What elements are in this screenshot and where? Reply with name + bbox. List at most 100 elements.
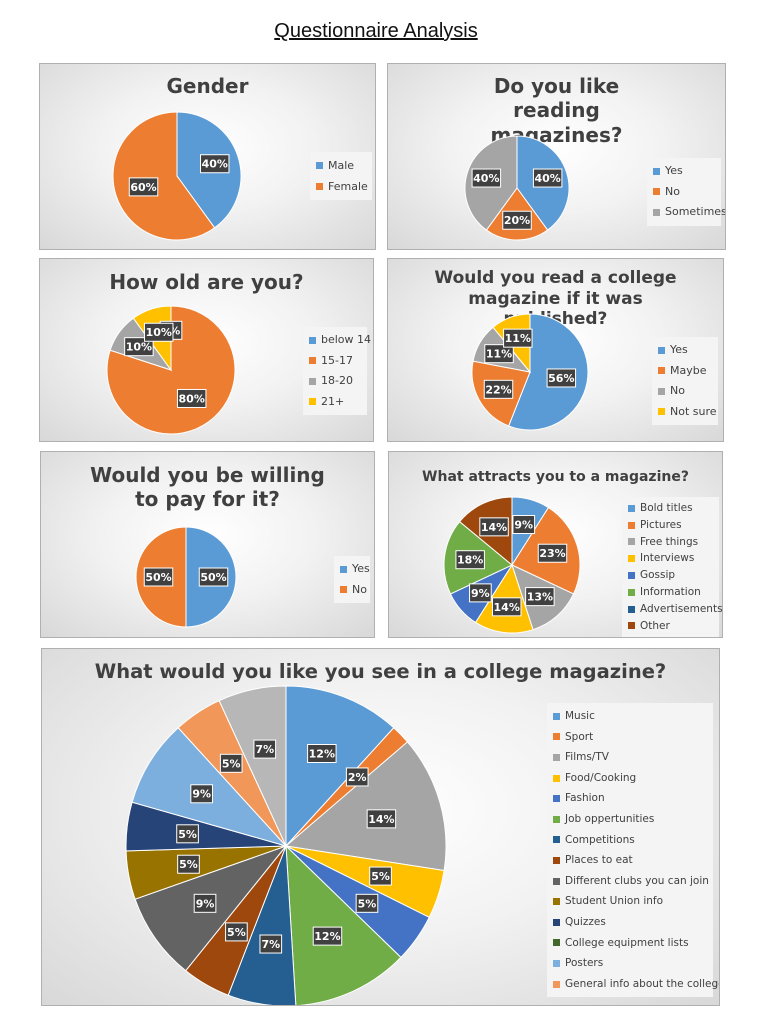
legend-item-information: Information bbox=[628, 584, 713, 601]
age-legend: below 14 15-17 18-20 21+ bbox=[303, 327, 371, 415]
gender-legend: Male Female bbox=[310, 152, 372, 200]
pie-slice-female bbox=[112, 111, 216, 241]
svg-text:12%: 12% bbox=[314, 930, 340, 943]
legend-swatch bbox=[658, 408, 665, 416]
legend-swatch bbox=[316, 162, 323, 169]
svg-text:60%: 60% bbox=[130, 181, 156, 194]
data-label-maybe: 22% bbox=[483, 379, 514, 399]
legend-swatch bbox=[628, 504, 635, 512]
legend-item-18-20: 18-20 bbox=[309, 371, 361, 392]
see-chart: What would you like you see in a college… bbox=[41, 648, 720, 1006]
svg-text:9%: 9% bbox=[196, 897, 215, 910]
svg-text:7%: 7% bbox=[261, 938, 280, 951]
legend-swatch bbox=[628, 555, 635, 563]
legend-item-gossip: Gossip bbox=[628, 567, 713, 584]
legend-label: College equipment lists bbox=[565, 936, 689, 949]
see-pie: 12% 2% 14% 5% 5% 12% 7% 5% 9% 5% 5% 9% 5% 7% bbox=[125, 685, 447, 1005]
legend-swatch bbox=[628, 538, 635, 546]
legend-item-different-clubs-you-can-join: Different clubs you can join bbox=[553, 871, 709, 892]
legend-label: 18-20 bbox=[321, 374, 353, 387]
data-label-places-to-eat: 5% bbox=[225, 922, 248, 942]
legend-item-quizzes: Quizzes bbox=[553, 912, 707, 933]
pie-slice-undefined bbox=[218, 685, 287, 847]
legend-swatch bbox=[653, 188, 660, 196]
legend-swatch bbox=[553, 815, 560, 823]
legend-label: Maybe bbox=[670, 363, 707, 377]
legend-swatch bbox=[628, 605, 635, 613]
legend-swatch bbox=[553, 733, 560, 741]
svg-text:40%: 40% bbox=[202, 158, 228, 171]
legend-item-food-cooking: Food/Cooking bbox=[553, 768, 707, 789]
data-label-not-sure: 11% bbox=[503, 328, 533, 348]
data-label-food-cooking: 5% bbox=[369, 866, 392, 886]
legend-swatch bbox=[309, 336, 316, 344]
data-label-quizzes: 5% bbox=[176, 824, 199, 844]
data-label-general-info-about-the-college: 5% bbox=[219, 753, 243, 773]
page-title: Questionnaire Analysis bbox=[274, 20, 478, 42]
legend-label: Fashion bbox=[565, 792, 605, 805]
legend-label: Yes bbox=[352, 562, 370, 575]
legend-label: Information bbox=[640, 585, 701, 598]
legend-swatch bbox=[316, 183, 323, 190]
svg-text:9%: 9% bbox=[514, 518, 533, 531]
data-label-yes: 40% bbox=[532, 168, 563, 188]
data-label-films-tv: 14% bbox=[366, 809, 397, 829]
legend-item-music: Music bbox=[553, 706, 707, 727]
data-label-bold-titles: 9% bbox=[512, 515, 536, 535]
svg-text:12%: 12% bbox=[309, 747, 335, 760]
svg-text:2%: 2% bbox=[348, 771, 367, 784]
legend-item-student-union-info: Student Union info bbox=[553, 891, 707, 912]
svg-text:10%: 10% bbox=[146, 326, 172, 339]
svg-text:5%: 5% bbox=[179, 858, 198, 871]
legend-item-interviews: Interviews bbox=[628, 550, 713, 567]
data-label-female: 60% bbox=[128, 177, 159, 197]
svg-text:56%: 56% bbox=[548, 372, 574, 385]
svg-text:40%: 40% bbox=[534, 172, 560, 185]
legend-label: No bbox=[352, 582, 367, 596]
legend-item-15-17: 15-17 bbox=[309, 351, 361, 372]
legend-item-competitions: Competitions bbox=[553, 830, 707, 851]
data-label-no: 11% bbox=[484, 344, 514, 364]
legend-label: Advertisements bbox=[640, 602, 723, 615]
chart-title: What would you like you see in a college… bbox=[94, 660, 667, 683]
legend-swatch bbox=[309, 398, 316, 406]
legend-label: Female bbox=[328, 180, 368, 193]
legend-label: Quizzes bbox=[565, 915, 606, 928]
data-label-18-20: 10% bbox=[124, 337, 154, 357]
svg-text:50%: 50% bbox=[200, 571, 226, 584]
legend-label: Music bbox=[565, 710, 595, 722]
data-label-posters: 9% bbox=[190, 784, 213, 804]
data-label-sport: 2% bbox=[345, 767, 369, 787]
legend-label: Other bbox=[640, 619, 670, 632]
legend-swatch bbox=[553, 939, 560, 947]
legend-swatch bbox=[658, 367, 665, 375]
legend-item-general-info-about-the-college: General info about the college bbox=[553, 974, 719, 995]
legend-swatch bbox=[658, 387, 665, 395]
legend-swatch bbox=[628, 622, 635, 630]
legend-swatch bbox=[340, 565, 347, 573]
attracts-chart: What attracts you to a magazine? 9% 23% 13… bbox=[388, 451, 723, 638]
legend-swatch bbox=[658, 346, 665, 354]
legend-item-21: 21+ bbox=[309, 392, 361, 413]
legend-label: below 14 bbox=[321, 333, 372, 346]
legend-label: Gossip bbox=[640, 569, 676, 582]
svg-text:11%: 11% bbox=[505, 332, 531, 345]
legend-label: Yes bbox=[670, 343, 688, 356]
legend-swatch bbox=[553, 836, 560, 844]
legend-swatch bbox=[553, 980, 560, 988]
legend-item-posters: Posters bbox=[553, 953, 707, 974]
legend-swatch bbox=[553, 959, 560, 967]
data-label-student-union-info: 5% bbox=[177, 854, 200, 874]
chart-title: How old are you? bbox=[109, 270, 304, 294]
legend-swatch bbox=[553, 856, 560, 864]
data-label-yes: 50% bbox=[198, 567, 229, 587]
data-label-gossip: 9% bbox=[469, 583, 492, 603]
legend-swatch bbox=[628, 521, 635, 529]
college-read-legend: Yes Maybe No Not sure bbox=[652, 337, 718, 425]
legend-item-yes: Yes bbox=[658, 340, 712, 361]
legend-label: Not sure bbox=[670, 404, 717, 418]
svg-text:5%: 5% bbox=[358, 897, 377, 910]
legend-item-below-14: below 14 bbox=[309, 330, 371, 351]
legend-item-fashion: Fashion bbox=[553, 788, 707, 809]
college-read-pie: 56% 22% 11% 11% bbox=[471, 313, 589, 431]
